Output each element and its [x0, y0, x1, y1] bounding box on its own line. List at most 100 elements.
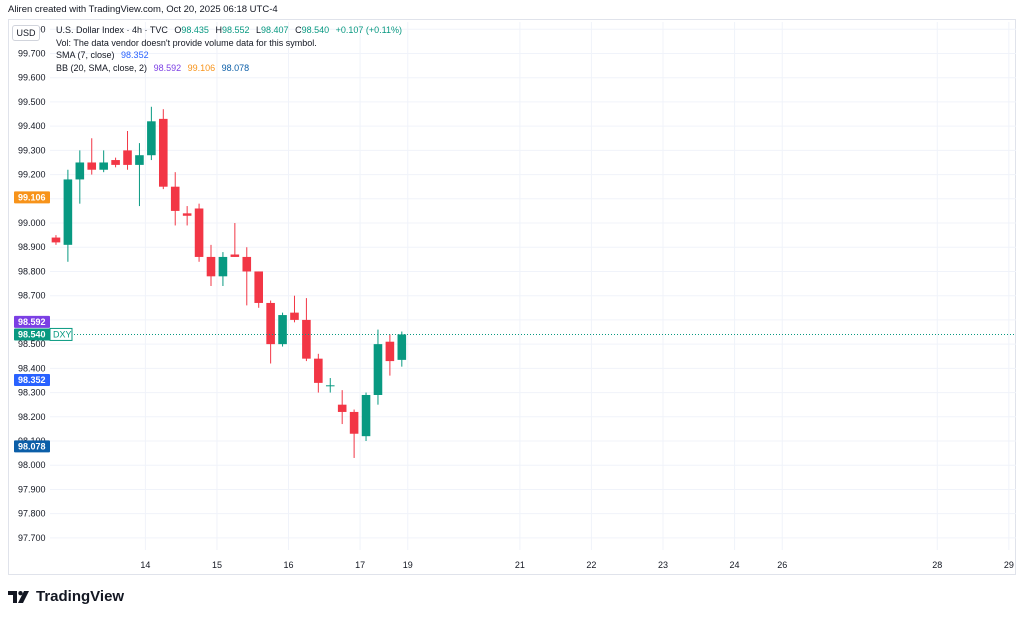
x-tick-label: 21 [515, 560, 525, 570]
tradingview-logo-icon [8, 590, 29, 603]
candle-body-up [325, 385, 335, 387]
candle-body-up [397, 334, 407, 360]
x-tick-label: 26 [777, 560, 787, 570]
candle-body-up [147, 121, 156, 156]
y-tick-label: 99.600 [18, 73, 46, 83]
currency-button[interactable]: USD [12, 25, 40, 41]
price-label: 98.592 [18, 317, 46, 327]
x-axis: 14 15 16 17 19 21 22 23 24 26 28 29 [140, 560, 1013, 570]
y-tick-label: 98.300 [18, 388, 46, 398]
bb-basis-value: 99.106 [187, 62, 216, 73]
y-tick-label: 99.300 [18, 145, 46, 155]
x-tick-label: 22 [586, 560, 596, 570]
y-tick-label: 98.500 [18, 339, 46, 349]
grid-layer [50, 22, 1016, 550]
y-tick-label: 99.700 [18, 48, 46, 58]
bb-upper-value: 98.592 [153, 62, 182, 73]
bb-lower-value: 98.078 [221, 62, 250, 73]
candle-body-up [135, 155, 144, 165]
candle-body-down [123, 150, 132, 165]
current-price-label-tag: DXY [53, 329, 72, 339]
ohlc-low: L98.407 [256, 25, 289, 35]
x-tick-label: 23 [658, 560, 668, 570]
y-tick-label: 97.700 [18, 533, 46, 543]
candle-body-down [266, 302, 275, 345]
price-label: 98.352 [18, 375, 46, 385]
candle-body-up [218, 256, 228, 277]
y-tick-label: 97.900 [18, 484, 46, 494]
y-tick-label: 98.000 [18, 460, 46, 470]
sma-value: 98.352 [121, 50, 149, 60]
candle-body-down [170, 186, 180, 211]
candle-body-down [242, 256, 252, 272]
price-label-box [14, 315, 50, 328]
candle-body-down [87, 162, 97, 170]
x-tick-label: 29 [1004, 560, 1014, 570]
ohlc-open: O98.435 [174, 25, 209, 35]
chart-frame[interactable] [8, 19, 1016, 575]
x-tick-label: 16 [284, 560, 294, 570]
volume-note: Vol: The data vendor doesn't provide vol… [56, 37, 317, 48]
candle-body-up [99, 162, 108, 170]
candle-body-down [254, 271, 263, 303]
x-tick-label: 19 [403, 560, 413, 570]
y-tick-label: 98.400 [18, 363, 46, 373]
price-label-box [14, 191, 50, 204]
candles [51, 106, 407, 458]
current-price-label: 98.540 [18, 329, 46, 339]
y-tick-label: 98.200 [18, 412, 46, 422]
legend-symbol-row: U.S. Dollar Index · 4h · TVC O98.435 H98… [56, 24, 402, 37]
chart-legend: U.S. Dollar Index · 4h · TVC O98.435 H98… [56, 24, 402, 74]
candle-body-down [51, 237, 61, 243]
candle-body-down [206, 256, 216, 277]
y-tick-label: 99.000 [18, 218, 46, 228]
x-tick-label: 28 [932, 560, 942, 570]
candle-body-down [159, 118, 168, 187]
bb-indicator-row[interactable]: BB (20, SMA, close, 2) 98.592 99.106 98.… [56, 62, 402, 75]
candle-body-down [302, 319, 311, 359]
candle-body-down [111, 160, 120, 165]
y-tick-label: 98.900 [18, 242, 46, 252]
attribution-text: Aliren created with TradingView.com, Oct… [8, 4, 278, 15]
candle-body-up [63, 179, 73, 245]
y-tick-label: 98.700 [18, 291, 46, 301]
current-price-label-box [14, 328, 50, 341]
symbol-title[interactable]: U.S. Dollar Index · 4h · TVC [56, 25, 168, 35]
ohlc-high: H98.552 [215, 25, 250, 35]
brand-name: TradingView [36, 588, 125, 605]
price-label: 99.106 [18, 192, 46, 202]
y-axis: 99.80099.70099.60099.50099.40099.30099.2… [18, 24, 46, 543]
sma-label: SMA (7, close) [56, 50, 115, 60]
x-tick-label: 15 [212, 560, 222, 570]
y-tick-label: 99.400 [18, 121, 46, 131]
price-label: 98.078 [18, 441, 46, 451]
sma-indicator-row[interactable]: SMA (7, close) 98.352 [56, 49, 402, 62]
candle-body-down [385, 341, 395, 362]
bb-label: BB (20, SMA, close, 2) [56, 62, 148, 73]
ohlc-close: C98.540 [295, 25, 330, 35]
price-label-box [14, 373, 50, 386]
candle-body-down [230, 254, 240, 257]
candle-body-down [349, 411, 359, 434]
tradingview-brand[interactable]: TradingView [8, 588, 124, 605]
candle-body-up [361, 394, 371, 437]
candle-body-up [373, 344, 383, 395]
candle-body-down [182, 213, 192, 216]
candle-body-down [337, 404, 347, 412]
candle-body-down [314, 358, 323, 383]
candle-body-down [290, 312, 299, 320]
candle-body-up [75, 162, 85, 180]
x-tick-label: 24 [730, 560, 740, 570]
x-tick-label: 14 [140, 560, 150, 570]
price-change: +0.107 (+0.11%) [335, 25, 402, 35]
candle-body-down [194, 208, 204, 257]
price-labels: 98.592 99.106 98.352 98.078 98.540 DXY [14, 191, 73, 453]
y-tick-label: 98.800 [18, 266, 46, 276]
x-tick-label: 17 [355, 560, 365, 570]
y-tick-label: 99.200 [18, 170, 46, 180]
y-tick-label: 97.800 [18, 509, 46, 519]
current-price-label-tag-box [49, 327, 73, 341]
candle-body-up [278, 315, 287, 345]
y-tick-label: 99.500 [18, 97, 46, 107]
